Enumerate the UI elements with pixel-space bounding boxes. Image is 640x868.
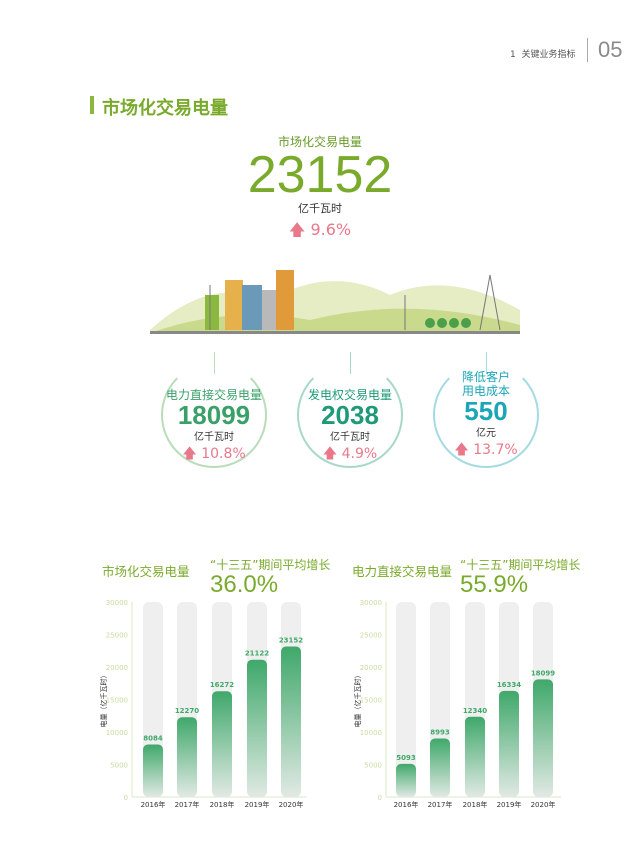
- growth-value: 10.8%: [201, 446, 246, 462]
- circle-growth: 🡅 4.9%: [299, 443, 401, 467]
- circle-value: 2038: [321, 400, 379, 430]
- chart-highlight: 55.9%: [460, 571, 529, 598]
- bar: [177, 717, 197, 797]
- chart-title: 电力直接交易电量: [352, 564, 453, 579]
- data-label: 23152: [279, 637, 303, 645]
- y-tick-label: 10000: [106, 729, 128, 737]
- circle-label: 降低客户 用电成本: [461, 370, 510, 398]
- circle-unit: 亿千瓦时: [330, 432, 370, 443]
- growth-value: 13.7%: [473, 442, 518, 458]
- bar: [212, 691, 232, 797]
- bar: [143, 744, 163, 797]
- charts: 0 5000 10000 15000 20000 25000 30000 电量（亿千瓦时） 80…: [99, 599, 561, 809]
- circle-growth: 🡅 13.7%: [435, 439, 537, 463]
- data-label: 12340: [463, 707, 487, 715]
- data-label: 8993: [430, 729, 450, 737]
- growth-value: 9.6%: [310, 220, 352, 239]
- stat-circle: 发电权交易电量 2038 亿千瓦时 🡅 4.9%: [297, 362, 403, 468]
- data-label: 21122: [245, 650, 269, 658]
- section-title: 市场化交易电量: [102, 98, 228, 119]
- arrow-up-icon: 🡅: [454, 442, 469, 458]
- stat-circle: 降低客户 用电成本 550 亿元 🡅 13.7%: [433, 362, 539, 468]
- y-axis-label: 电量（亿千瓦时）: [99, 672, 108, 728]
- headline-unit: 亿千瓦时: [298, 202, 342, 215]
- circle-label: 电力直接交易电量: [165, 388, 262, 402]
- data-label: 12270: [175, 707, 199, 715]
- data-label: 16334: [497, 681, 521, 689]
- x-tick-label: 2017年: [175, 800, 200, 809]
- growth-value: 4.9%: [341, 446, 378, 462]
- stat-circle: 电力直接交易电量 18099 亿千瓦时 🡅 10.8%: [161, 362, 267, 468]
- circle-value: 550: [464, 396, 508, 426]
- header-section: 1 关键业务指标: [510, 47, 575, 60]
- y-tick-label: 10000: [360, 729, 382, 737]
- headline-label: 市场化交易电量: [277, 135, 362, 149]
- y-tick-label: 0: [378, 794, 382, 802]
- y-tick-label: 20000: [360, 664, 382, 672]
- x-tick-label: 2020年: [279, 800, 304, 809]
- y-tick-label: 30000: [360, 599, 382, 607]
- circle-growth: 🡅 10.8%: [163, 443, 265, 467]
- bar: [499, 690, 519, 797]
- city-illustration: [150, 270, 520, 334]
- x-tick-label: 2019年: [245, 800, 270, 809]
- data-label: 16272: [210, 681, 234, 689]
- y-tick-label: 0: [124, 794, 128, 802]
- x-tick-label: 2020年: [531, 800, 556, 809]
- data-label: 8084: [143, 734, 163, 742]
- bar: [247, 659, 267, 797]
- data-label: 18099: [531, 669, 555, 677]
- header-divider: [587, 38, 588, 62]
- y-tick-label: 25000: [106, 632, 128, 640]
- y-tick-label: 5000: [110, 762, 128, 770]
- circle-unit: 亿千瓦时: [194, 432, 234, 443]
- bar: [465, 716, 485, 797]
- chart-title: 市场化交易电量: [102, 564, 190, 579]
- chart-subtitle: “十三五”期间平均增长: [460, 558, 581, 572]
- y-tick-label: 20000: [106, 664, 128, 672]
- y-tick-label: 30000: [106, 599, 128, 607]
- circle-value: 18099: [177, 400, 251, 430]
- x-tick-label: 2016年: [141, 800, 166, 809]
- y-tick-label: 15000: [106, 697, 128, 705]
- bar-background: [396, 602, 416, 797]
- headline-value: 23152: [247, 146, 393, 204]
- section-name: 关键业务指标: [521, 50, 576, 60]
- section-marker: [90, 96, 94, 114]
- chart-highlight: 36.0%: [210, 571, 279, 598]
- y-tick-label: 5000: [364, 762, 382, 770]
- x-tick-label: 2016年: [394, 800, 419, 809]
- section-number: 1: [510, 50, 516, 60]
- bar: [281, 646, 301, 797]
- x-tick-label: 2018年: [463, 800, 488, 809]
- circle-label: 发电权交易电量: [307, 388, 392, 402]
- arrow-up-icon: 🡅: [322, 446, 338, 462]
- y-tick-label: 25000: [360, 632, 382, 640]
- headline-growth: 🡅 9.6%: [220, 219, 420, 246]
- y-axis-label: 电量（亿千瓦时）: [353, 672, 362, 728]
- chart-subtitle: “十三五”期间平均增长: [210, 558, 331, 572]
- x-tick-label: 2017年: [428, 800, 453, 809]
- data-label: 5093: [396, 754, 416, 762]
- bar: [396, 763, 416, 797]
- x-tick-label: 2018年: [210, 800, 235, 809]
- circle-unit: 亿元: [476, 428, 496, 439]
- bar: [533, 679, 553, 797]
- x-tick-label: 2019年: [497, 800, 522, 809]
- bar: [430, 738, 450, 797]
- arrow-up-icon: 🡅: [288, 220, 306, 239]
- y-tick-label: 15000: [360, 697, 382, 705]
- arrow-up-icon: 🡅: [182, 446, 197, 462]
- page-number: 05: [598, 37, 623, 62]
